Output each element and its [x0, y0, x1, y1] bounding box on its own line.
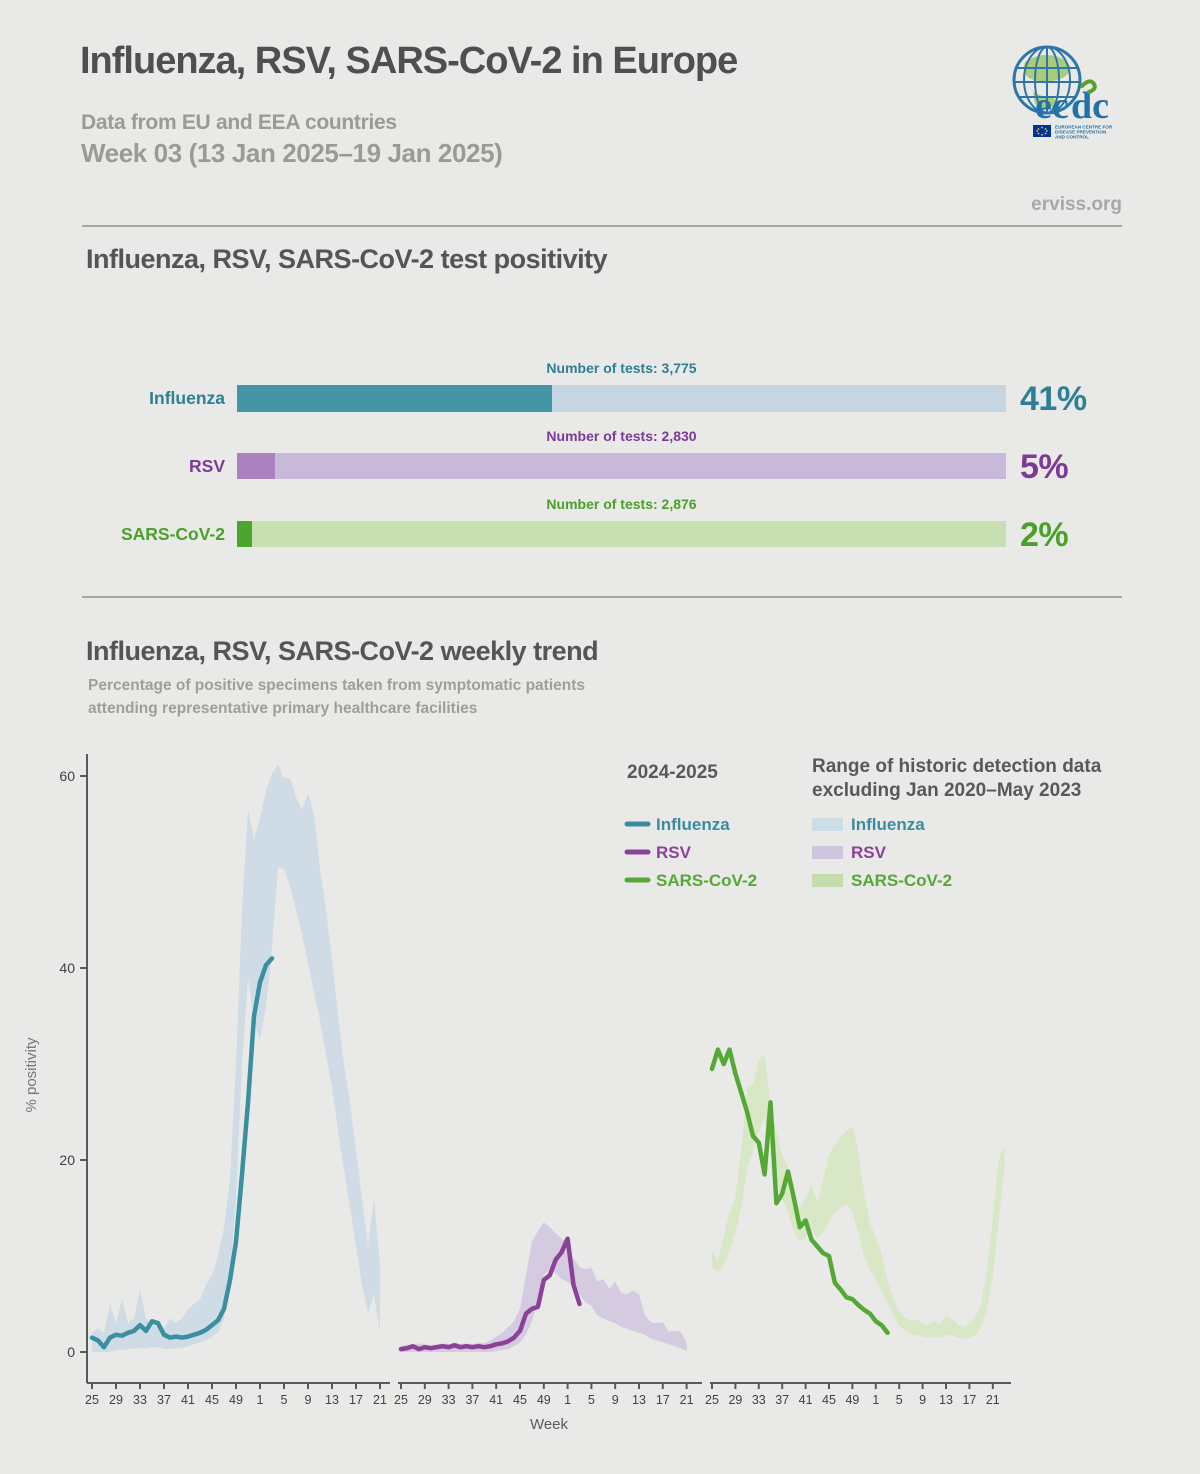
- svg-text:29: 29: [418, 1393, 432, 1407]
- svg-text:33: 33: [442, 1393, 456, 1407]
- svg-text:37: 37: [157, 1393, 171, 1407]
- svg-text:45: 45: [822, 1393, 836, 1407]
- svg-text:1: 1: [564, 1393, 571, 1407]
- svg-text:Influenza: Influenza: [656, 815, 730, 834]
- sars-bar-fill: [237, 521, 253, 547]
- svg-text:49: 49: [229, 1393, 243, 1407]
- svg-text:25: 25: [394, 1393, 408, 1407]
- page-subtitle: Data from EU and EEA countries: [81, 111, 397, 134]
- y-axis-title: % positivity: [23, 1037, 40, 1113]
- svg-text:13: 13: [325, 1393, 339, 1407]
- svg-text:29: 29: [109, 1393, 123, 1407]
- sars-tests-label: Number of tests: 2,876: [546, 496, 697, 512]
- svg-text:25: 25: [705, 1393, 719, 1407]
- legend-historic-title-2: excluding Jan 2020–May 2023: [812, 780, 1081, 801]
- rsv-bar-fill: [237, 453, 276, 479]
- svg-text:40: 40: [59, 960, 75, 976]
- svg-text:DISEASE PREVENTION: DISEASE PREVENTION: [1055, 130, 1107, 135]
- sars-bar-track: [237, 521, 1006, 547]
- erviss-link[interactable]: erviss.org: [1031, 194, 1122, 215]
- svg-text:17: 17: [962, 1393, 976, 1407]
- svg-text:5: 5: [281, 1393, 288, 1407]
- svg-text:60: 60: [59, 768, 75, 784]
- svg-text:5: 5: [896, 1393, 903, 1407]
- svg-text:41: 41: [181, 1393, 195, 1407]
- svg-text:Influenza: Influenza: [851, 815, 925, 834]
- svg-text:49: 49: [537, 1393, 551, 1407]
- svg-text:9: 9: [919, 1393, 926, 1407]
- svg-text:29: 29: [728, 1393, 742, 1407]
- trend-section-title: Influenza, RSV, SARS-CoV-2 weekly trend: [86, 636, 599, 666]
- trend-subtitle-line1: Percentage of positive specimens taken f…: [88, 677, 586, 694]
- historic-band-Influenza: [92, 764, 380, 1352]
- trend-subtitle-line2: attending representative primary healthc…: [88, 700, 478, 717]
- ecdc-logo: ec dc EUROPEAN CENTRE FOR DISEASE PREVEN…: [1003, 40, 1138, 155]
- svg-text:21: 21: [986, 1393, 1000, 1407]
- ecdc-wordmark: ec dc: [1035, 79, 1109, 127]
- page-title: Influenza, RSV, SARS-CoV-2 in Europe: [80, 40, 738, 82]
- positivity-section-title: Influenza, RSV, SARS-CoV-2 test positivi…: [86, 244, 608, 274]
- influenza-tests-label: Number of tests: 3,775: [546, 360, 697, 376]
- svg-text:41: 41: [489, 1393, 503, 1407]
- svg-text:EUROPEAN CENTRE FOR: EUROPEAN CENTRE FOR: [1055, 125, 1113, 130]
- svg-text:21: 21: [373, 1393, 387, 1407]
- influenza-bar-track: [237, 385, 1006, 412]
- header-divider: [82, 225, 1122, 227]
- legend-band-swatch-SARS-CoV-2: [812, 874, 843, 887]
- svg-text:AND CONTROL: AND CONTROL: [1055, 135, 1089, 140]
- globe-icon: [1012, 45, 1082, 115]
- ecdc-org-name: EUROPEAN CENTRE FOR DISEASE PREVENTION A…: [1055, 125, 1113, 140]
- rsv-bar-label: RSV: [189, 456, 225, 476]
- svg-text:45: 45: [513, 1393, 527, 1407]
- legend-band-swatch-Influenza: [812, 818, 843, 831]
- svg-text:SARS-CoV-2: SARS-CoV-2: [851, 871, 952, 890]
- svg-text:33: 33: [752, 1393, 766, 1407]
- x-axis-title: Week: [530, 1416, 569, 1433]
- week-range: Week 03 (13 Jan 2025–19 Jan 2025): [81, 138, 503, 168]
- legend-historic-title-1: Range of historic detection data: [812, 756, 1102, 777]
- rsv-pct-value: 5%: [1020, 448, 1069, 486]
- svg-text:5: 5: [588, 1393, 595, 1407]
- svg-text:0: 0: [67, 1344, 75, 1360]
- rsv-tests-label: Number of tests: 2,830: [546, 428, 697, 444]
- svg-text:9: 9: [612, 1393, 619, 1407]
- svg-text:45: 45: [205, 1393, 219, 1407]
- svg-text:41: 41: [799, 1393, 813, 1407]
- svg-text:17: 17: [349, 1393, 363, 1407]
- sars-pct-value: 2%: [1020, 516, 1069, 554]
- svg-text:25: 25: [85, 1393, 99, 1407]
- svg-text:37: 37: [465, 1393, 479, 1407]
- influenza-pct-value: 41%: [1020, 380, 1087, 418]
- svg-text:13: 13: [939, 1393, 953, 1407]
- influenza-bar-label: Influenza: [149, 388, 225, 408]
- rsv-bar-track: [237, 453, 1006, 479]
- season-line-SARS-CoV-2: [709, 1047, 890, 1336]
- eu-flag-icon: [1033, 125, 1051, 137]
- sars-bar-label: SARS-CoV-2: [120, 524, 225, 544]
- svg-text:SARS-CoV-2: SARS-CoV-2: [656, 871, 757, 890]
- season-line-RSV: [398, 1236, 582, 1352]
- svg-text:13: 13: [632, 1393, 646, 1407]
- svg-text:37: 37: [775, 1393, 789, 1407]
- svg-text:RSV: RSV: [656, 843, 692, 862]
- influenza-bar-fill: [237, 385, 553, 412]
- weekly-trend-chart: 0 20 40 60 % positivity 25 29 33 37 41 45 49 1 5 9 13 17…: [23, 754, 1102, 1433]
- legend-season-title: 2024-2025: [627, 762, 718, 783]
- historic-band-RSV: [401, 1222, 687, 1352]
- historic-band-SARS-CoV-2: [712, 1054, 1005, 1339]
- section-divider: [82, 596, 1122, 598]
- season-line-Influenza: [89, 956, 275, 1350]
- svg-text:21: 21: [680, 1393, 694, 1407]
- svg-text:ec: ec: [1035, 85, 1069, 127]
- svg-text:1: 1: [872, 1393, 879, 1407]
- legend-band-swatch-RSV: [812, 846, 843, 859]
- svg-text:20: 20: [59, 1152, 75, 1168]
- svg-text:17: 17: [656, 1393, 670, 1407]
- svg-text:1: 1: [257, 1393, 264, 1407]
- svg-text:9: 9: [305, 1393, 312, 1407]
- svg-text:RSV: RSV: [851, 843, 887, 862]
- svg-text:49: 49: [845, 1393, 859, 1407]
- svg-text:33: 33: [133, 1393, 147, 1407]
